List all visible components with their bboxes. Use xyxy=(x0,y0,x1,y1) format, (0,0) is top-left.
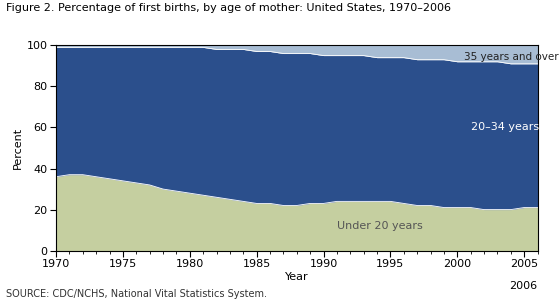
Text: Under 20 years: Under 20 years xyxy=(337,221,423,231)
X-axis label: Year: Year xyxy=(285,272,309,282)
Text: 35 years and over: 35 years and over xyxy=(464,53,559,63)
Text: 20–34 years: 20–34 years xyxy=(471,122,539,133)
Text: Figure 2. Percentage of first births, by age of mother: United States, 1970–2006: Figure 2. Percentage of first births, by… xyxy=(6,3,451,13)
Text: 2006: 2006 xyxy=(510,281,538,291)
Text: SOURCE: CDC/NCHS, National Vital Statistics System.: SOURCE: CDC/NCHS, National Vital Statist… xyxy=(6,289,267,299)
Y-axis label: Percent: Percent xyxy=(12,127,22,169)
